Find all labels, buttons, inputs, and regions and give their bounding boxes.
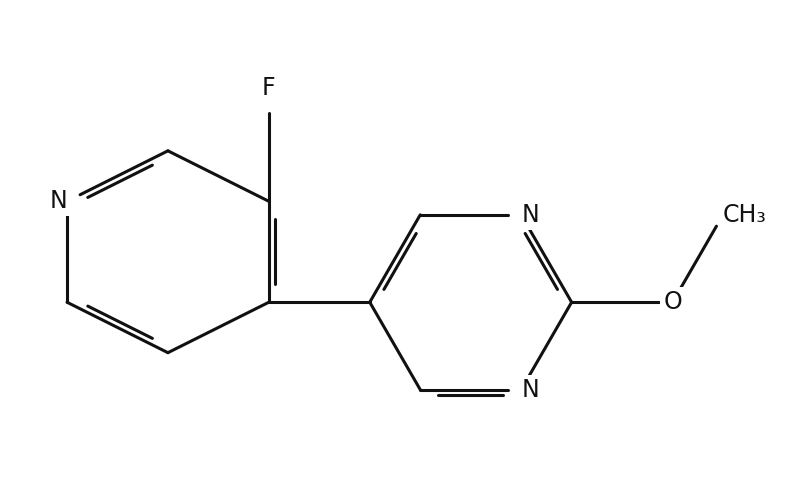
Text: N: N xyxy=(521,378,539,402)
Text: N: N xyxy=(521,203,539,227)
Text: F: F xyxy=(262,76,276,100)
Text: O: O xyxy=(663,290,682,314)
Text: CH₃: CH₃ xyxy=(723,203,767,227)
Text: N: N xyxy=(49,189,67,213)
